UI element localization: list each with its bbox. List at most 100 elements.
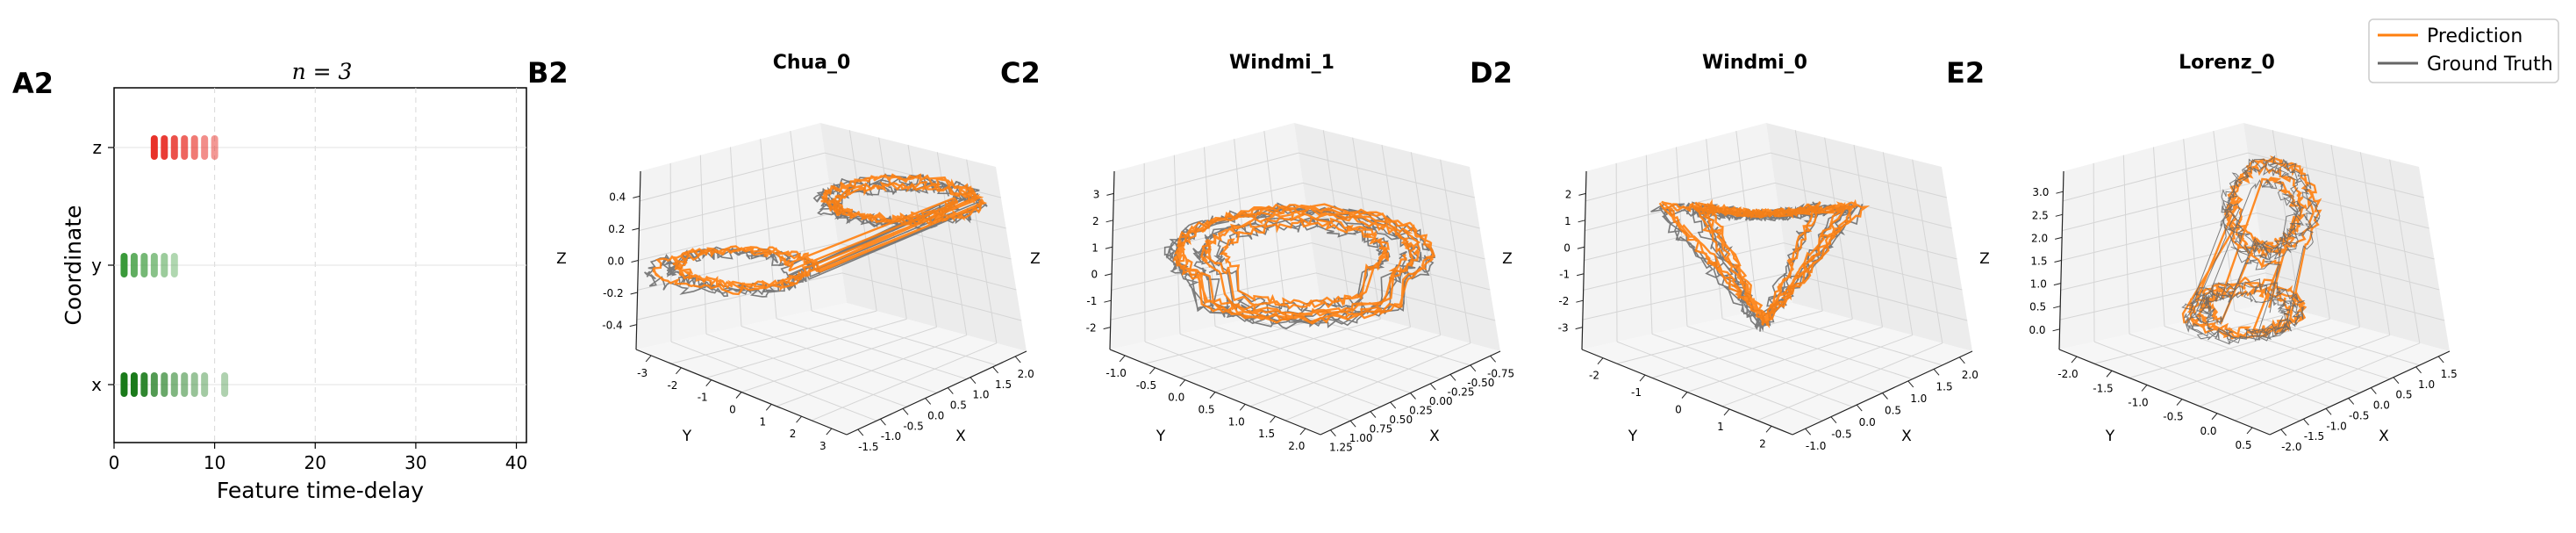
a2-y-axis-label: Coordinate (61, 205, 86, 325)
right-pane (820, 123, 1027, 351)
x-tick-label: 0.5 (2395, 389, 2412, 401)
x-tick-label: -0.5 (2349, 409, 2369, 421)
x-tick-label: -0.5 (1831, 429, 1851, 441)
y-tick-mark (1723, 408, 1730, 416)
y-tick-label: -2 (1589, 370, 1599, 382)
prediction-trajectory (1172, 203, 1436, 325)
a2-point-x (190, 372, 198, 397)
z-axis-line (1109, 170, 1115, 350)
legend: Prediction Ground Truth (2368, 18, 2559, 83)
y-tick-label: 0 (729, 404, 736, 416)
x-tick-mark (1805, 428, 1812, 436)
x-tick-mark (1958, 357, 1965, 364)
a2-x-ticks: 0 10 20 30 40 (109, 443, 527, 473)
x-tick-mark (1490, 355, 1496, 363)
x-tick-label: 1.0 (972, 389, 989, 401)
x-tick-mark (857, 429, 864, 436)
y-tick-label: -1.0 (2128, 396, 2148, 408)
x-tick-mark (1349, 420, 1356, 428)
floor-pane (1110, 303, 1500, 435)
panel-letter-e2: E2 (1946, 56, 1985, 90)
x-tick-label: 0.50 (1389, 414, 1413, 426)
a2-point-y (120, 253, 128, 277)
z-tick-mark (629, 324, 637, 328)
ground-truth-trajectory (2181, 155, 2321, 345)
z-tick-label: -2 (1086, 322, 1097, 335)
a2-x-tick-label: 0 (109, 452, 120, 473)
a2-y-ticks: x y z (91, 137, 114, 395)
z-tick-mark (1577, 246, 1585, 249)
a2-point-x (140, 372, 148, 397)
z-tick-mark (1104, 299, 1112, 303)
y-tick-mark (705, 379, 712, 386)
y-tick-mark (1239, 404, 1246, 411)
x-axis-label: X (1901, 428, 1912, 445)
a2-point-x (221, 372, 229, 397)
floor-pane (2059, 303, 2450, 435)
a2-point-x (120, 372, 128, 397)
y-tick-label: 1 (759, 415, 766, 428)
x-tick-label: -1.5 (858, 441, 878, 453)
a2-y-tick-label: x (91, 374, 102, 395)
y-tick-label: -2 (667, 379, 677, 392)
z-tick-mark (1106, 220, 1113, 223)
x-tick-label: 2.0 (1962, 369, 1979, 381)
y-tick-label: -2.0 (2057, 368, 2078, 380)
z-tick-label: -2 (1558, 295, 1569, 307)
legend-ground-truth-label: Ground Truth (2427, 54, 2553, 76)
x-tick-label: 0.5 (950, 400, 967, 412)
y-tick-label: -1 (1631, 386, 1642, 399)
x-axis-label: X (2379, 428, 2389, 445)
x-tick-label: -0.25 (1448, 385, 1475, 398)
x-tick-mark (2325, 407, 2332, 415)
y-tick-mark (796, 415, 802, 423)
y-axis-label: Y (682, 428, 692, 445)
y-tick-label: -3 (637, 367, 648, 379)
x-tick-label: 0.0 (2373, 400, 2390, 412)
z-tick-label: 0.5 (2029, 301, 2046, 313)
z-tick-mark (1578, 220, 1585, 223)
prediction-trajectory (652, 173, 988, 296)
x-tick-mark (1830, 416, 1837, 423)
a2-x-axis-label: Feature time-delay (217, 478, 424, 503)
z-tick-label: 0.0 (607, 256, 624, 268)
y-tick-mark (1681, 392, 1688, 399)
z-tick-label: -1 (1086, 295, 1097, 307)
x-tick-mark (1933, 369, 1940, 376)
z-tick-label: 2.0 (2031, 232, 2048, 244)
z-tick-label: 0 (1563, 241, 1571, 254)
grid-line (2389, 159, 2421, 343)
x-tick-mark (2280, 429, 2287, 436)
z-tick-mark (633, 195, 640, 198)
z-tick-label: -0.2 (603, 287, 623, 299)
y-tick-mark (645, 355, 652, 363)
x-axis-label: X (1429, 428, 1440, 445)
grid-line (1440, 159, 1471, 343)
y-tick-mark (2176, 399, 2183, 406)
panel-d2: D2 Windmi_0 -3 -2 -1 0 1 2 -2 -1 0 1 2 -1.0 -0.5 0.0 0.5… (1470, 52, 1979, 452)
grid-line (1912, 159, 1943, 343)
z-tick-mark (1105, 246, 1113, 249)
a2-y-tick-label: z (93, 137, 103, 158)
z-tick-mark (2053, 306, 2061, 309)
a2-x-tick-label: 30 (404, 452, 426, 473)
z-tick-label: 1 (1091, 241, 1098, 254)
panel-letter-b2: B2 (527, 56, 569, 90)
z-tick-mark (1105, 273, 1113, 277)
a2-point-z (211, 135, 218, 160)
z-tick-mark (632, 227, 640, 231)
y-tick-label: -0.5 (1136, 379, 1156, 392)
grid-line (1585, 152, 1947, 202)
x-tick-label: -0.75 (1487, 367, 1514, 379)
x-tick-label: -1.0 (881, 430, 901, 443)
y-tick-label: -0.5 (2163, 411, 2183, 423)
a2-y-tick-label: y (91, 255, 102, 276)
a2-point-x (181, 372, 189, 397)
z-tick-label: 0.0 (2029, 324, 2045, 336)
x-tick-mark (1390, 401, 1397, 409)
x-tick-label: 0.75 (1370, 423, 1393, 436)
prediction-trajectory (1658, 198, 1871, 329)
z-tick-mark (2056, 191, 2064, 194)
grid-line (1735, 131, 1758, 311)
y-tick-mark (1149, 367, 1156, 375)
